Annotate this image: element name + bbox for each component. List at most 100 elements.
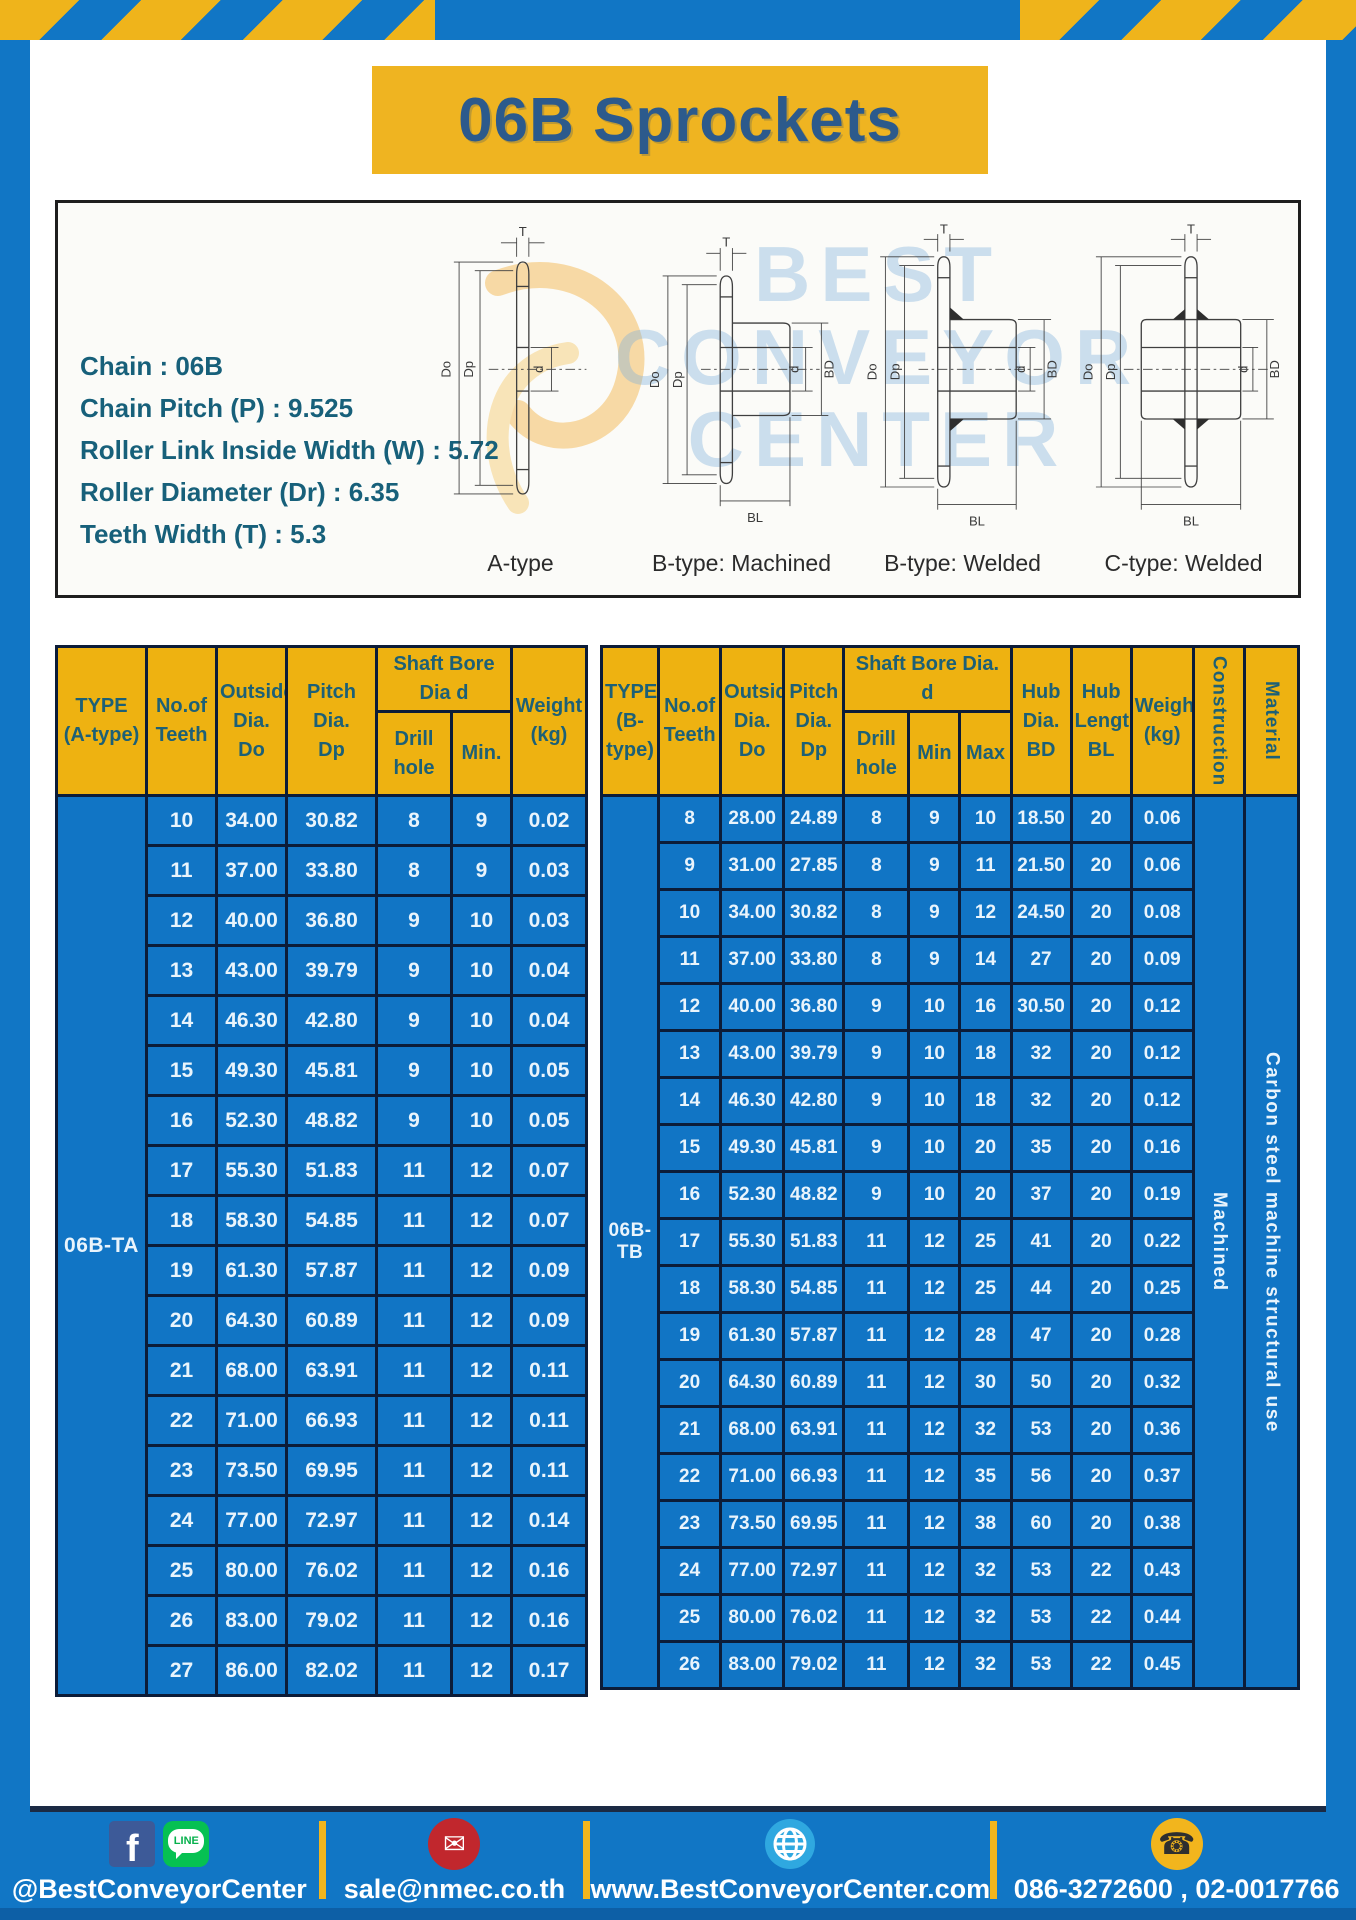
table-cell: 60 bbox=[1009, 1499, 1073, 1549]
svg-text:Do: Do bbox=[438, 361, 453, 378]
table-cell: 11 bbox=[842, 1358, 911, 1408]
table-cell: 11 bbox=[375, 1194, 453, 1247]
table-cell: 12 bbox=[449, 1644, 514, 1697]
table-row: 23 73.50 69.95 11 12 38 60 20 0.38 bbox=[602, 1499, 1299, 1549]
table-cell: 16 bbox=[145, 1094, 218, 1147]
diagram-b-type-welded: T Do Dp d BD BL B-type: Welded bbox=[852, 213, 1073, 577]
table-cell: 35 bbox=[958, 1452, 1013, 1502]
table-cell: 52.30 bbox=[719, 1170, 786, 1220]
table-cell: 0.05 bbox=[510, 1094, 589, 1147]
table-cell: 37 bbox=[1009, 1170, 1073, 1220]
diagram-caption: C-type: Welded bbox=[1104, 550, 1263, 576]
table-cell: 61.30 bbox=[215, 1244, 288, 1297]
svg-text:d: d bbox=[1235, 366, 1250, 373]
table-cell: 0.36 bbox=[1129, 1405, 1195, 1455]
table-cell: 20 bbox=[657, 1358, 723, 1408]
table-cell: 54.85 bbox=[285, 1194, 378, 1247]
table-cell: 0.02 bbox=[510, 794, 589, 847]
svg-text:T: T bbox=[1186, 221, 1194, 236]
table-cell: 8 bbox=[842, 935, 911, 985]
table-cell: 82.02 bbox=[285, 1644, 378, 1697]
table-cell: 40.00 bbox=[719, 982, 786, 1032]
table-cell: 83.00 bbox=[719, 1640, 786, 1690]
table-row: 13 43.00 39.79 9 10 18 32 20 0.12 bbox=[602, 1029, 1299, 1079]
envelope-glyph: ✉ bbox=[443, 1828, 466, 1859]
email-icon: ✉ bbox=[428, 1818, 481, 1870]
table-cell: 25 bbox=[657, 1593, 723, 1643]
facebook-letter: f bbox=[126, 1827, 139, 1867]
watermark-logo bbox=[485, 262, 645, 514]
content-sheet: 06B Sprockets BEST CONVEYOR CENTER Chain… bbox=[30, 40, 1326, 1812]
table-cell: 18 bbox=[958, 1076, 1013, 1126]
table-cell: 25 bbox=[145, 1544, 218, 1597]
table-cell: 37.00 bbox=[215, 844, 288, 897]
page-title-text: 06B Sprockets bbox=[458, 85, 902, 155]
svg-text:Do: Do bbox=[864, 364, 879, 381]
svg-text:Dp: Dp bbox=[669, 371, 684, 388]
table-cell: 11 bbox=[375, 1594, 453, 1647]
table-cell: 0.06 bbox=[1129, 794, 1195, 844]
svg-text:d: d bbox=[1012, 366, 1027, 373]
table-cell: 56 bbox=[1009, 1452, 1073, 1502]
table-cell: 64.30 bbox=[719, 1358, 786, 1408]
table-cell: 11 bbox=[375, 1644, 453, 1697]
table-cell: 12 bbox=[145, 894, 218, 947]
table-row: 19 61.30 57.87 11 12 28 47 20 0.28 bbox=[602, 1311, 1299, 1361]
table-cell: 36.80 bbox=[285, 894, 378, 947]
table-cell: 54.85 bbox=[782, 1264, 846, 1314]
table-cell: 43.00 bbox=[719, 1029, 786, 1079]
table-row: 23 73.50 69.95 11 12 0.11 bbox=[57, 1444, 589, 1497]
contact-website: www.BestConveyorCenter.com bbox=[590, 1812, 990, 1908]
table-cell: 71.00 bbox=[215, 1394, 288, 1447]
table-cell: 11 bbox=[375, 1144, 453, 1197]
table-cell: 20 bbox=[1069, 888, 1133, 938]
table-cell: 18 bbox=[145, 1194, 218, 1247]
social-handle: @BestConveyorCenter bbox=[11, 1874, 307, 1904]
table-cell: 10 bbox=[145, 794, 218, 847]
table-cell: 0.25 bbox=[1129, 1264, 1195, 1314]
table-cell: 14 bbox=[145, 994, 218, 1047]
table-cell: 46.30 bbox=[719, 1076, 786, 1126]
table-cell: 35 bbox=[1009, 1123, 1073, 1173]
table-cell: 0.03 bbox=[510, 894, 589, 947]
table-cell: 55.30 bbox=[719, 1217, 786, 1267]
table-cell: 13 bbox=[657, 1029, 723, 1079]
table-cell: 9 bbox=[375, 1094, 453, 1147]
contact-footer: f LINE @BestConveyorCenter ✉ sale@nmec.c… bbox=[0, 1812, 1356, 1920]
table-cell: 9 bbox=[375, 1044, 453, 1097]
table-cell: 18 bbox=[958, 1029, 1013, 1079]
table-cell: 66.93 bbox=[782, 1452, 846, 1502]
table-cell: 12 bbox=[449, 1194, 514, 1247]
table-cell: 24 bbox=[657, 1546, 723, 1596]
table-cell: 9 bbox=[375, 994, 453, 1047]
table-cell: 9 bbox=[907, 794, 962, 844]
table-cell: 13 bbox=[145, 944, 218, 997]
table-row: 9 31.00 27.85 8 9 11 21.50 20 0.06 bbox=[602, 841, 1299, 891]
table-cell: 71.00 bbox=[719, 1452, 786, 1502]
table-cell: 38 bbox=[958, 1499, 1013, 1549]
col-header-pitch-dia: Pitch Dia. Dp bbox=[285, 645, 378, 797]
table-row: 12 40.00 36.80 9 10 0.03 bbox=[57, 894, 589, 947]
table-cell: 9 bbox=[907, 935, 962, 985]
table-cell: 11 bbox=[958, 841, 1013, 891]
table-cell: 0.16 bbox=[1129, 1123, 1195, 1173]
table-cell: 63.91 bbox=[782, 1405, 846, 1455]
table-cell: 12 bbox=[907, 1546, 962, 1596]
table-cell: 60.89 bbox=[782, 1358, 846, 1408]
table-cell: 27 bbox=[145, 1644, 218, 1697]
table-cell: 63.91 bbox=[285, 1344, 378, 1397]
table-cell: 20 bbox=[1069, 841, 1133, 891]
table-cell: 68.00 bbox=[719, 1405, 786, 1455]
col-header-min: Min bbox=[907, 710, 962, 797]
phone-icon: ☎ bbox=[1150, 1818, 1203, 1870]
table-cell: 15 bbox=[145, 1044, 218, 1097]
table-cell: 57.87 bbox=[782, 1311, 846, 1361]
table-cell: 0.04 bbox=[510, 994, 589, 1047]
svg-text:BD: BD bbox=[1044, 360, 1059, 378]
table-cell: 30.82 bbox=[285, 794, 378, 847]
table-cell: 79.02 bbox=[285, 1594, 378, 1647]
table-cell: 10 bbox=[657, 888, 723, 938]
table-cell: 12 bbox=[449, 1294, 514, 1347]
table-a-type: TYPE (A-type) No.of Teeth Outside Dia. D… bbox=[55, 645, 589, 1697]
table-cell: 34.00 bbox=[719, 888, 786, 938]
